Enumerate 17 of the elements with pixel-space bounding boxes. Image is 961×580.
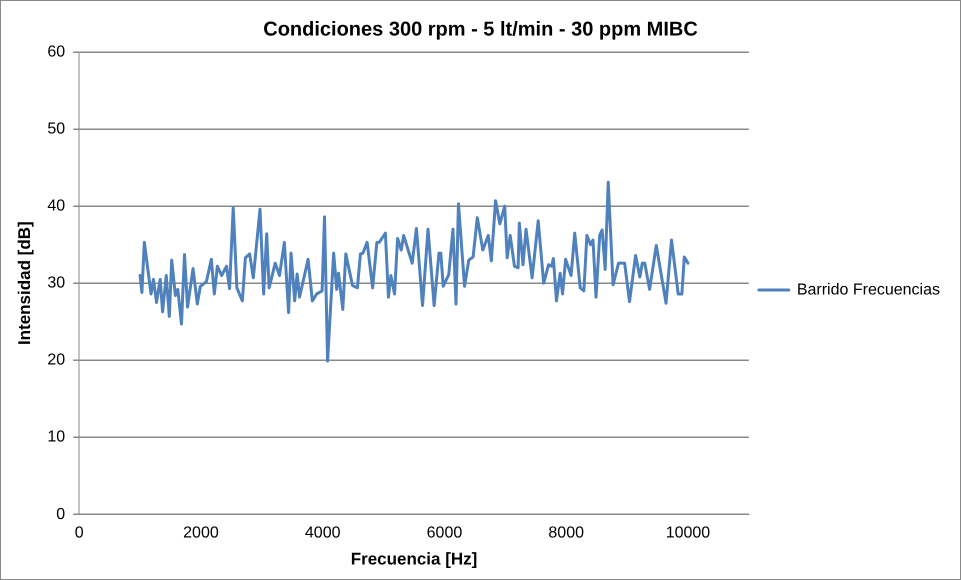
x-tick-label: 8000 [548,524,584,542]
y-tick-label: 30 [47,274,66,292]
x-tick-label: 2000 [183,524,219,542]
y-tick-label: 10 [47,428,66,446]
x-tick-label: 10000 [666,524,710,542]
y-tick-label: 20 [47,352,66,369]
x-axis-title: Frecuencia [Hz] [350,549,478,568]
y-tick-label: 60 [47,43,66,60]
x-tick-label: 6000 [426,524,462,542]
legend-label: Barrido Frecuencias [796,281,940,298]
y-axis-title: Intensidad [dB] [14,221,34,346]
x-tick-label: 0 [74,524,84,542]
y-tick-label: 40 [47,198,66,215]
chart-title: Condiciones 300 rpm - 5 lt/min - 30 ppm MIBC [263,18,698,41]
x-tick-label: 4000 [304,524,341,542]
y-tick-label: 0 [56,506,66,523]
y-tick-label: 50 [47,120,66,138]
